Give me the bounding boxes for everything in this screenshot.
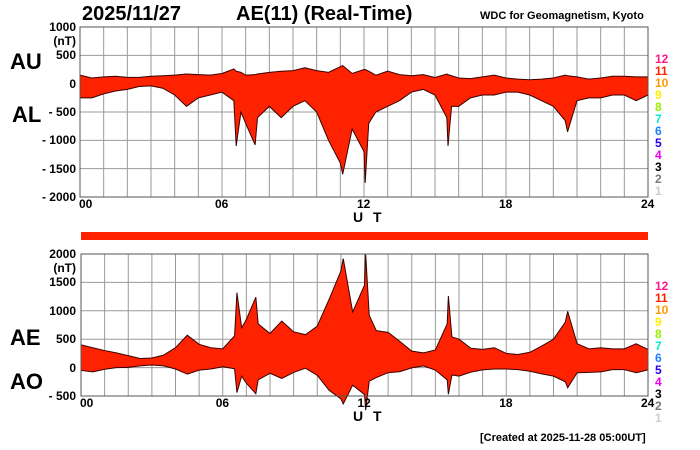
y-tick-label: - 2000	[41, 190, 76, 204]
station-count-legend-item: 9	[655, 88, 662, 102]
ae-label: AE	[10, 325, 41, 350]
x-axis-label: U T	[353, 209, 385, 225]
station-count-legend-item: 8	[655, 100, 662, 114]
station-count-legend-item: 5	[655, 363, 662, 377]
x-tick-label: 06	[215, 396, 230, 410]
x-tick-label: 18	[499, 197, 513, 211]
x-tick-label: 06	[215, 197, 229, 211]
station-count-legend-item: 12	[655, 52, 669, 66]
y-tick-label: 500	[55, 48, 76, 63]
y-tick-label: 0	[69, 360, 76, 375]
plot-title: AE(11) (Real-Time)	[236, 3, 413, 25]
y-tick-label: 1500	[49, 275, 76, 290]
data-fill-area	[80, 65, 648, 183]
y-tick-label: - 1500	[41, 161, 76, 176]
plot-frame	[79, 26, 649, 198]
station-count-legend-item: 4	[655, 375, 662, 389]
y-tick-label: 0	[69, 76, 76, 91]
y-tick-label: 1000	[49, 20, 76, 34]
station-count-legend-item: 6	[655, 124, 662, 138]
x-tick-label: 18	[499, 396, 513, 410]
station-count-legend-item: 4	[655, 148, 662, 162]
x-tick-label: 00	[79, 197, 93, 211]
al-label: AL	[12, 102, 42, 127]
ao-label: AO	[10, 369, 43, 394]
ao-series	[80, 364, 649, 411]
station-count-legend-item: 12	[655, 279, 669, 293]
data-fill-area	[81, 254, 648, 411]
y-tick-label: 500	[55, 332, 76, 347]
station-count-legend-item: 2	[655, 172, 662, 186]
station-count-legend-item: 7	[655, 112, 662, 126]
station-count-legend-item: 5	[655, 136, 662, 150]
station-count-legend-item: 10	[655, 76, 669, 90]
station-count-legend-item: 9	[655, 315, 662, 329]
station-count-legend-item: 7	[655, 339, 662, 353]
created-timestamp: [Created at 2025-11-28 05:00UT]	[480, 432, 646, 444]
ae-series	[80, 253, 649, 360]
y-unit-label: (nT)	[53, 34, 76, 49]
y-tick-label: - 500	[48, 105, 76, 119]
al-series	[80, 85, 649, 183]
station-count-legend-item: 3	[655, 160, 662, 174]
station-count-bar	[81, 232, 648, 240]
plot-date: 2025/11/27	[82, 3, 181, 25]
y-unit-label: (nT)	[53, 261, 76, 276]
x-tick-label: 24	[641, 396, 655, 410]
station-count-legend-item: 11	[655, 291, 668, 305]
station-count-legend-item: 11	[655, 64, 668, 78]
x-tick-label: 24	[641, 197, 655, 211]
y-tick-label: - 1000	[41, 133, 76, 148]
station-count-legend-item: 10	[655, 303, 669, 317]
station-count-legend-item: 3	[655, 387, 662, 401]
x-tick-label: 12	[357, 197, 371, 211]
station-count-legend-item: 1	[655, 411, 662, 425]
x-tick-label: 00	[80, 396, 94, 410]
au-series	[79, 64, 648, 81]
station-count-legend-item: 8	[655, 327, 662, 341]
x-tick-label: 12	[357, 396, 371, 410]
au-label: AU	[10, 49, 42, 74]
credit-text: WDC for Geomagnetism, Kyoto	[480, 10, 644, 22]
station-count-legend-item: 2	[655, 399, 662, 413]
x-axis-label: U T	[353, 408, 385, 424]
y-tick-label: 2000	[49, 247, 76, 261]
station-count-legend-item: 6	[655, 351, 662, 365]
station-count-legend-item: 1	[655, 184, 662, 198]
plot-frame	[80, 253, 649, 397]
y-tick-label: 1000	[49, 303, 76, 318]
y-tick-label: - 500	[48, 389, 76, 403]
